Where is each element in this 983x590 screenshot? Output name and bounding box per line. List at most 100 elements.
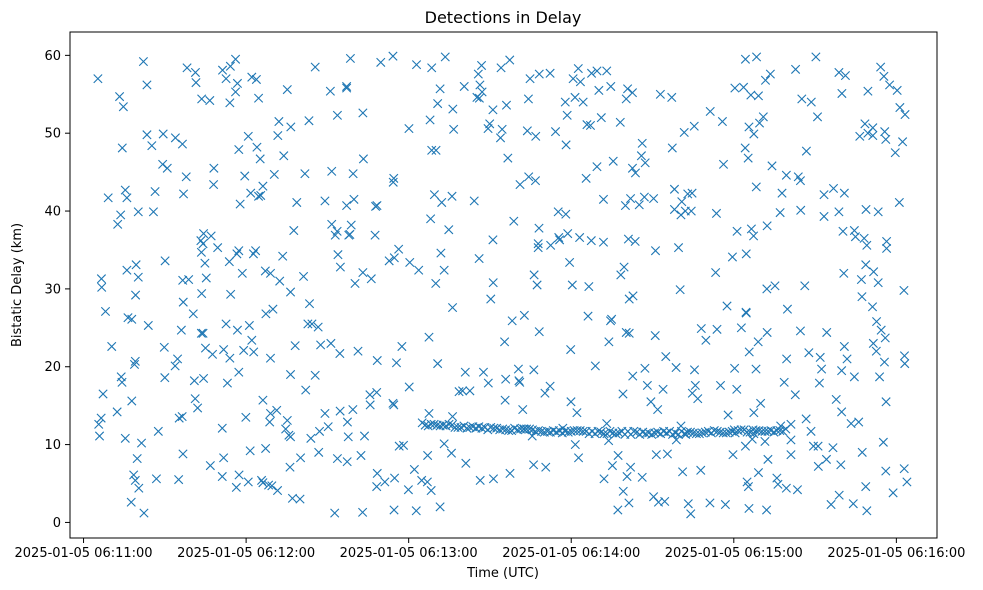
detection-marker — [232, 325, 243, 335]
detection-marker — [405, 257, 415, 268]
detection-marker — [117, 143, 127, 153]
detection-marker — [786, 435, 796, 445]
detection-marker — [422, 477, 432, 487]
detection-marker — [533, 243, 543, 253]
detection-marker — [881, 397, 891, 407]
detection-marker — [343, 432, 353, 442]
detection-marker — [868, 130, 878, 141]
detection-marker — [275, 276, 285, 286]
detection-marker — [813, 461, 823, 471]
detection-marker — [370, 230, 380, 240]
detection-marker — [232, 78, 243, 88]
detection-marker — [474, 253, 484, 264]
detection-marker — [123, 313, 133, 323]
detection-marker — [868, 123, 878, 133]
y-tick-label: 10 — [44, 438, 61, 453]
detection-marker — [701, 335, 711, 345]
detection-marker — [868, 338, 878, 348]
detection-marker — [285, 432, 296, 442]
detection-marker — [240, 171, 250, 181]
detection-marker — [496, 63, 506, 73]
detection-marker — [741, 308, 751, 318]
detection-marker — [900, 109, 910, 120]
detection-marker — [882, 243, 892, 254]
detection-marker — [811, 52, 821, 62]
detection-marker — [696, 324, 706, 334]
detection-marker — [150, 186, 160, 197]
detection-marker — [561, 209, 571, 219]
detection-marker — [376, 57, 386, 67]
detection-marker — [867, 302, 878, 312]
detection-marker — [760, 436, 770, 447]
track-detection-marker — [462, 423, 472, 433]
detection-marker — [282, 85, 292, 95]
detection-marker — [740, 54, 751, 64]
detection-marker — [678, 467, 688, 477]
detection-marker — [566, 397, 576, 407]
detection-marker — [335, 348, 345, 359]
detection-marker — [741, 249, 751, 259]
detection-marker — [505, 468, 515, 478]
detection-marker — [892, 85, 902, 95]
detection-marker — [426, 485, 436, 496]
detection-marker — [433, 99, 443, 109]
detection-marker — [590, 361, 600, 371]
detection-marker — [881, 466, 891, 476]
track-detection-marker — [504, 425, 514, 436]
detection-marker — [269, 169, 279, 180]
detection-marker — [839, 341, 849, 352]
detection-marker — [746, 224, 756, 234]
detection-marker — [507, 316, 517, 326]
detection-marker — [849, 225, 859, 236]
track-detection-marker — [721, 428, 731, 438]
detection-marker — [530, 176, 541, 186]
detection-marker — [596, 113, 606, 123]
detection-marker — [522, 126, 532, 136]
detection-marker — [837, 88, 847, 99]
detection-marker — [842, 354, 852, 364]
track-detection-marker — [662, 428, 672, 438]
track-detection-marker — [489, 423, 499, 433]
detection-marker — [153, 426, 163, 436]
detection-marker — [205, 461, 215, 471]
detection-marker — [592, 162, 602, 172]
detection-marker — [197, 288, 207, 299]
detection-marker — [197, 94, 207, 104]
detection-marker — [258, 478, 268, 488]
detection-marker — [856, 274, 866, 285]
detection-marker — [465, 386, 475, 396]
detection-marker — [501, 374, 511, 384]
detection-marker — [689, 365, 700, 375]
detection-marker — [201, 273, 211, 283]
detection-marker — [327, 166, 337, 176]
detection-marker — [436, 248, 446, 258]
detection-marker — [107, 341, 117, 352]
detection-marker — [424, 408, 434, 419]
detection-marker — [837, 407, 847, 417]
x-axis-label: Time (UTC) — [466, 566, 539, 581]
detection-marker — [148, 207, 159, 217]
track-detection-marker — [781, 424, 791, 434]
detection-marker — [546, 240, 556, 250]
detection-marker — [265, 408, 276, 419]
detection-marker — [715, 380, 726, 391]
track-detection-marker — [578, 426, 588, 436]
detection-marker — [133, 272, 143, 282]
detection-marker — [630, 168, 641, 178]
detection-marker — [130, 475, 140, 485]
detection-marker — [306, 433, 316, 443]
y-tick-label: 50 — [44, 127, 61, 142]
detection-marker — [568, 74, 578, 84]
detection-marker — [439, 439, 449, 449]
detection-marker — [433, 359, 443, 369]
detection-marker — [414, 265, 424, 275]
detection-marker — [550, 127, 561, 137]
detection-marker — [313, 322, 323, 332]
detection-marker — [417, 475, 427, 485]
detection-marker — [198, 328, 208, 338]
track-detection-marker — [685, 427, 696, 437]
track-detection-marker — [423, 421, 433, 431]
detection-marker — [890, 148, 900, 158]
detection-marker — [584, 281, 594, 292]
detection-marker — [435, 502, 445, 512]
